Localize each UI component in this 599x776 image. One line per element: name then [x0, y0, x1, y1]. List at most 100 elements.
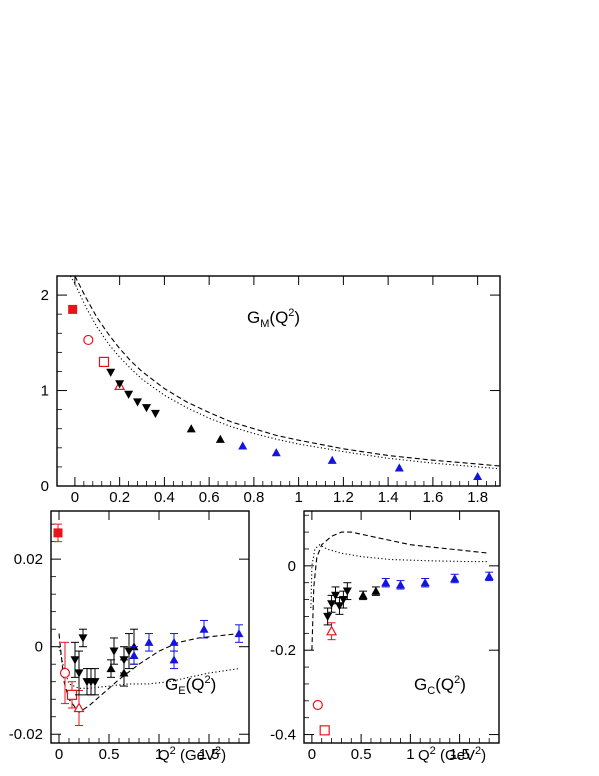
data-point: [396, 580, 406, 589]
y-tick-label: 0: [35, 639, 43, 656]
data-point: [215, 434, 225, 443]
data-point: [141, 404, 151, 413]
x-tick-label: 0.6: [199, 489, 220, 506]
data-point: [381, 578, 391, 587]
data-point: [484, 571, 494, 580]
x-tick-label: 1: [406, 746, 414, 763]
data-point: [450, 573, 460, 583]
data-point: [186, 424, 196, 433]
data-point: [420, 578, 430, 587]
data-point: [323, 612, 333, 621]
data-point: [238, 441, 248, 450]
model-curve-dashed: [58, 633, 240, 714]
x-tick-label: 0: [71, 489, 79, 506]
plot-frame: [50, 510, 250, 744]
annotation-superscript: 2: [204, 674, 210, 686]
xlabel-close: ): [481, 747, 486, 764]
model-curve-dotted: [310, 544, 490, 609]
data-point: [169, 655, 179, 664]
panel-annotation: GE(Q2): [165, 674, 216, 697]
x-tick-label: 1.5: [449, 746, 470, 763]
data-point: [169, 637, 179, 646]
xlabel-main: Q: [418, 747, 430, 764]
data-point: [109, 647, 119, 656]
xlabel-close: ): [221, 747, 226, 764]
data-point: [199, 624, 209, 633]
plot-frame: [56, 275, 501, 487]
data-point: [342, 587, 352, 596]
annotation-close: ): [294, 308, 300, 327]
x-axis-label: Q2 (GeV2): [158, 745, 226, 764]
y-tick-label: 1: [41, 383, 49, 400]
plot-area: [68, 276, 500, 481]
data-point: [119, 668, 129, 677]
x-tick-label: 0: [55, 746, 63, 763]
plot-area: [310, 531, 494, 736]
annotation-superscript: 2: [288, 307, 294, 319]
x-axis-label: Q2 (GeV2): [418, 745, 486, 764]
y-tick-label: 2: [41, 287, 49, 304]
data-point: [70, 656, 80, 665]
x-tick-label: 1.2: [333, 489, 354, 506]
data-point: [331, 591, 341, 600]
xlabel-sup2: 2: [215, 745, 221, 757]
data-point: [90, 678, 100, 687]
y-tick-label: -0.02: [9, 726, 43, 743]
annotation-main: G: [247, 308, 260, 327]
annotation-close: ): [211, 675, 217, 694]
annotation-arg: (Q: [435, 675, 454, 694]
y-tick-label: 0: [41, 478, 49, 495]
annotation-subscript: M: [260, 318, 269, 330]
data-point: [68, 304, 78, 314]
x-tick-label: 1.5: [199, 746, 220, 763]
data-point: [53, 528, 63, 538]
annotation-arg: (Q: [186, 675, 205, 694]
annotation-close: ): [460, 675, 466, 694]
model-curve-dashed: [311, 531, 490, 651]
xlabel-sup2: 2: [475, 745, 481, 757]
data-point: [73, 702, 85, 713]
data-point: [312, 699, 323, 711]
data-point: [106, 664, 116, 673]
panel-annotation: GC(Q2): [414, 674, 466, 697]
data-point: [371, 586, 381, 595]
xlabel-unit: (GeV: [176, 747, 215, 764]
x-tick-label: 1.4: [378, 489, 399, 506]
data-point: [326, 625, 338, 636]
data-point: [129, 650, 139, 660]
y-tick-label: -0.4: [270, 727, 296, 744]
data-point: [358, 590, 368, 599]
annotation-subscript: E: [178, 685, 185, 697]
x-tick-label: 0.8: [243, 489, 264, 506]
y-tick-label: -0.2: [270, 642, 296, 659]
x-tick-label: 1.8: [467, 489, 488, 506]
model-curve-dashed: [74, 276, 500, 467]
data-point: [115, 380, 125, 389]
xlabel-sup: 2: [170, 745, 176, 757]
data-point: [133, 398, 143, 407]
x-tick-label: 1: [294, 489, 302, 506]
panel-annotation: GM(Q2): [247, 307, 300, 330]
y-tick-label: 0.02: [14, 551, 43, 568]
annotation-arg: (Q: [269, 308, 288, 327]
data-point: [78, 634, 88, 643]
data-point: [271, 448, 281, 457]
x-tick-label: 0.4: [154, 489, 175, 506]
annotation-main: G: [165, 675, 178, 694]
x-tick-label: 1.6: [422, 489, 443, 506]
data-point: [319, 725, 330, 736]
data-point: [59, 667, 71, 679]
data-point: [327, 455, 337, 464]
data-point: [394, 463, 404, 472]
x-tick-label: 0: [308, 746, 316, 763]
xlabel-main: Q: [158, 747, 170, 764]
data-point: [234, 629, 244, 638]
data-point: [98, 356, 110, 368]
plot-frame: [303, 510, 500, 744]
y-tick-label: 0: [288, 558, 296, 575]
x-tick-label: 0.5: [351, 746, 372, 763]
